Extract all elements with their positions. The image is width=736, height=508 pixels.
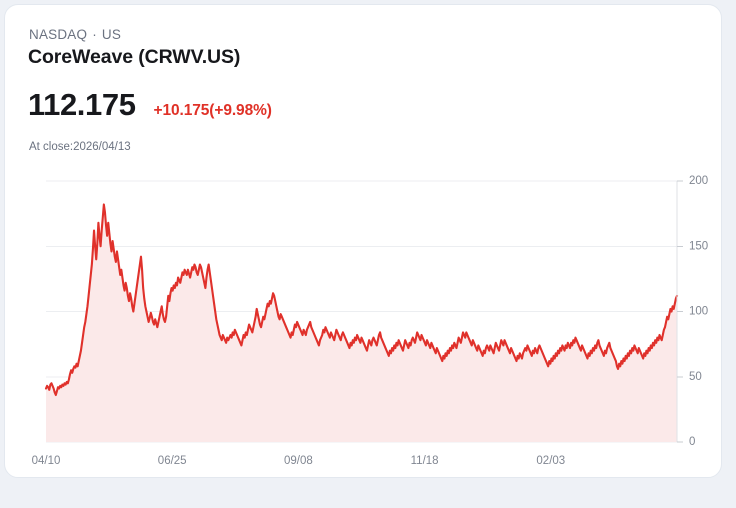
exchange-region-line: NASDAQ · US <box>29 27 121 42</box>
x-axis-tick-label: 11/18 <box>411 455 439 467</box>
x-axis-tick-label: 09/08 <box>284 455 313 467</box>
price-chart[interactable]: 200 150 100 50 0 04/10 06/25 09/08 11/18 02/03 <box>5 165 721 477</box>
y-axis-tick-label: 100 <box>689 306 708 318</box>
market-status-note: At close:2026/04/13 <box>29 141 131 153</box>
region-label: US <box>101 27 122 42</box>
y-axis-tick-label: 0 <box>689 436 695 448</box>
x-axis-labels: 04/10 06/25 09/08 11/18 02/03 <box>32 455 566 467</box>
y-axis-labels: 200 150 100 50 0 <box>689 175 708 448</box>
y-axis-tick-label: 200 <box>689 175 708 187</box>
chart-axis <box>676 180 683 443</box>
price-row: 112.175 +10.175(+9.98%) <box>28 87 272 123</box>
x-axis-tick-label: 04/10 <box>32 455 61 467</box>
chart-series <box>44 203 679 442</box>
price-area-fill <box>46 204 677 442</box>
exchange-label: NASDAQ <box>29 27 88 42</box>
x-axis-tick-label: 06/25 <box>158 455 187 467</box>
current-price: 112.175 <box>28 87 136 122</box>
x-axis-tick-label: 02/03 <box>536 455 565 467</box>
price-change: +10.175(+9.98%) <box>153 102 272 119</box>
stock-quote-card: NASDAQ · US CoreWeave (CRWV.US) 112.175 +1… <box>4 4 722 478</box>
separator-dot: · <box>92 27 97 42</box>
price-chart-svg: 200 150 100 50 0 04/10 06/25 09/08 11/18 02/03 <box>32 175 709 467</box>
price-line <box>44 203 679 397</box>
page-title: CoreWeave (CRWV.US) <box>28 46 241 68</box>
y-axis-tick-label: 150 <box>689 240 708 252</box>
y-axis-tick-label: 50 <box>689 371 702 383</box>
